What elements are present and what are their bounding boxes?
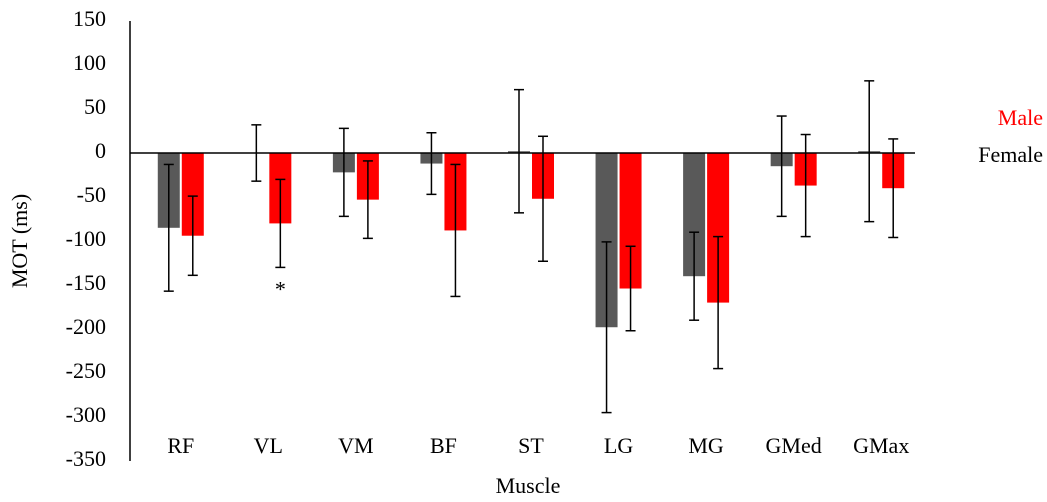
error-bar [338,127,349,218]
bar [683,153,706,277]
y-tick-label: -350 [66,446,106,471]
error-bar [450,163,461,298]
bar [619,153,642,289]
annotation: * [275,276,286,301]
x-tick-label: ST [518,433,544,458]
error-bar [538,135,548,262]
error-bar [362,160,373,240]
y-tick-label: 100 [73,50,106,75]
x-tick-label: MG [688,433,724,458]
error-bar [689,231,700,321]
error-bar [776,115,787,218]
error-bar [625,245,636,332]
y-tick-label: -150 [66,270,106,295]
legend-label: Female [978,142,1043,167]
error-bar [713,235,724,370]
y-axis-title: MOT (ms) [7,194,32,288]
y-tick-label: -250 [66,358,106,383]
error-bar [601,241,612,414]
x-axis-title: Muscle [496,473,561,498]
x-tick-label: BF [430,433,457,458]
error-bar [514,88,524,214]
y-tick-label: 150 [73,6,106,31]
error-bar [426,132,437,196]
error-bar [800,133,811,238]
legend-label: Male [998,105,1043,130]
error-bar [888,138,899,239]
y-tick-label: -300 [66,402,106,427]
bar [181,153,204,236]
error-bar [275,178,286,269]
error-bar [864,80,875,223]
x-tick-label: VL [254,433,283,458]
error-bar [163,163,174,292]
x-tick-label: VM [338,433,373,458]
bar [595,153,618,328]
y-tick-label: -200 [66,314,106,339]
bar [707,153,730,303]
x-tick-label: LG [604,433,633,458]
x-tick-label: GMed [766,433,822,458]
y-tick-label: 0 [95,138,106,163]
y-tick-label: -100 [66,226,106,251]
x-tick-label: GMax [853,433,909,458]
x-tick-label: RF [167,433,194,458]
y-tick-label: -50 [77,182,106,207]
error-bar [187,195,198,277]
y-tick-label: 50 [84,94,106,119]
